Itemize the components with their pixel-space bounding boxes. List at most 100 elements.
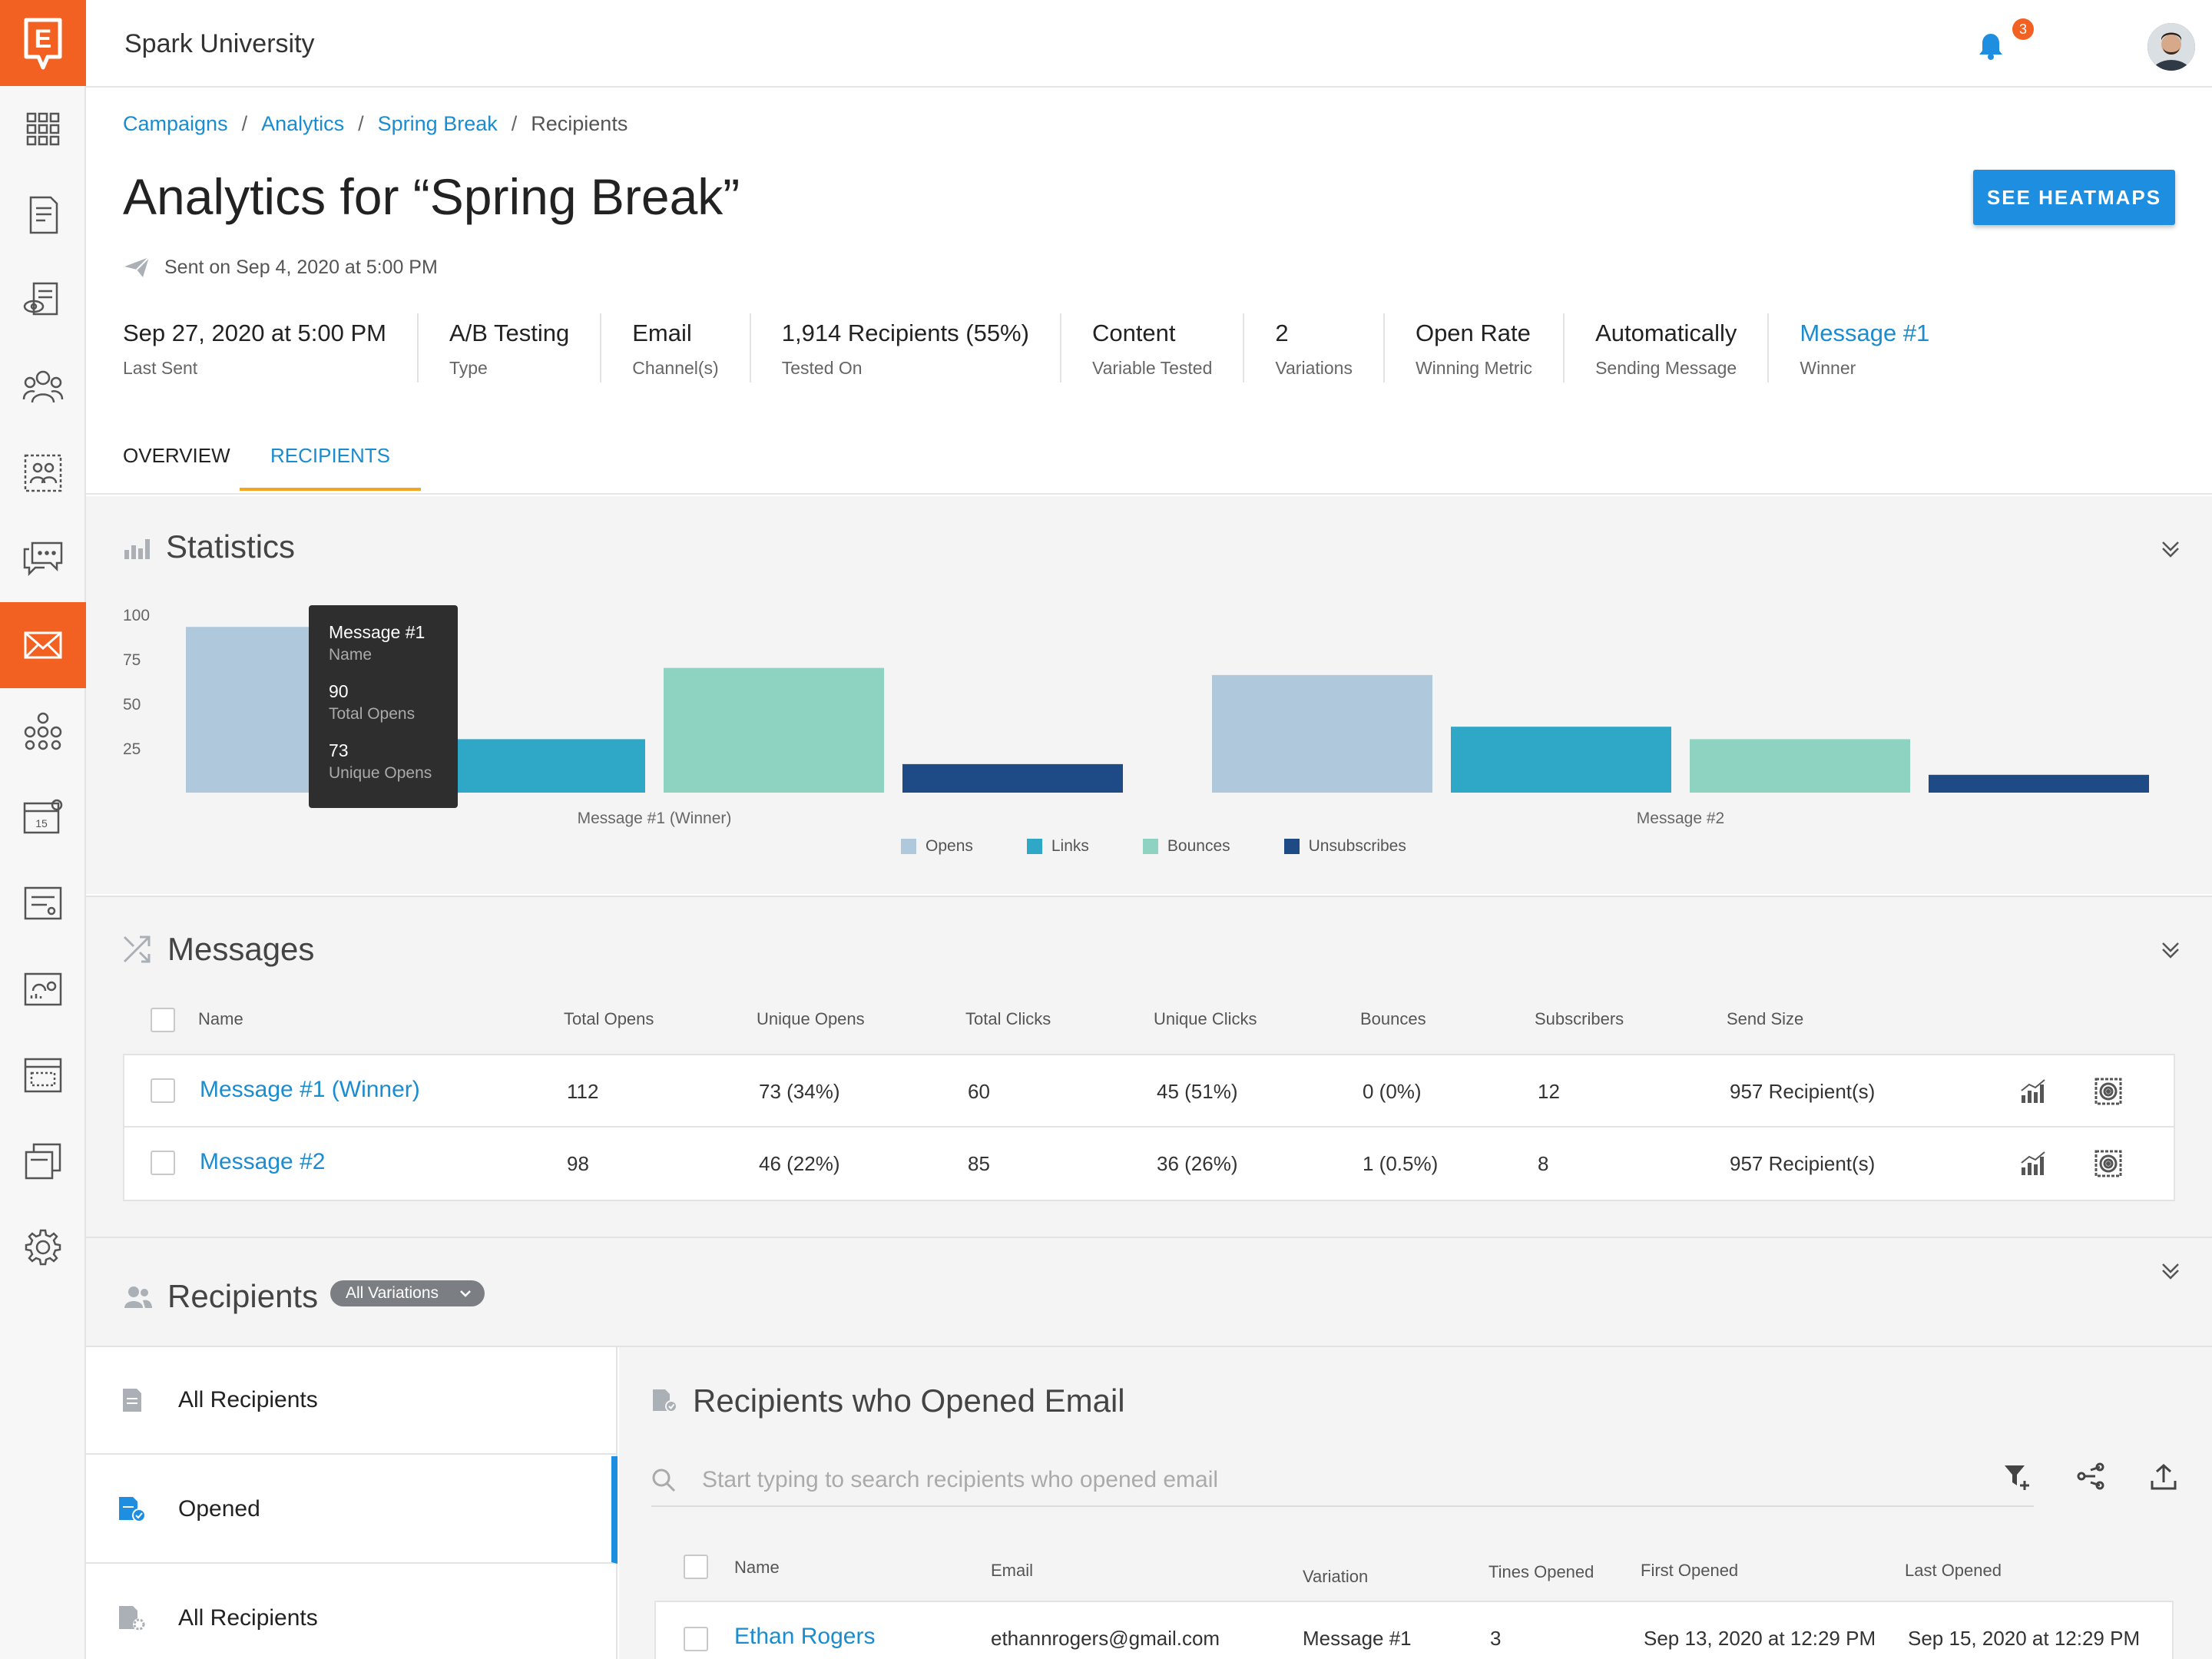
meta-channels: Email Channel(s): [632, 313, 751, 382]
export-icon[interactable]: [2149, 1462, 2178, 1492]
col-email[interactable]: Email: [991, 1561, 1034, 1580]
messages-title: Messages: [167, 931, 315, 967]
sliders-icon: [24, 886, 62, 920]
filter-opened[interactable]: Opened: [86, 1456, 618, 1564]
paper-plane-icon: [124, 257, 150, 277]
logo-icon: E: [24, 18, 62, 70]
logo-letter: E: [35, 25, 52, 54]
nav-pages[interactable]: [0, 1032, 86, 1118]
top-bar: Spark University: [86, 0, 2212, 88]
filter-add-icon[interactable]: [2003, 1462, 2032, 1492]
message-name-link[interactable]: Message #1 (Winner): [200, 1077, 420, 1102]
col-times-opened[interactable]: Tines Opened: [1488, 1562, 1594, 1581]
heatmap-icon[interactable]: [2094, 1077, 2123, 1106]
nav-templates[interactable]: [0, 1118, 86, 1204]
meta-variations: 2 Variations: [1275, 313, 1385, 382]
select-all-recipients-checkbox[interactable]: [684, 1555, 708, 1579]
see-heatmaps-button[interactable]: SEE HEATMAPS: [1973, 170, 2175, 225]
nav-calendar[interactable]: 15: [0, 774, 86, 860]
variation-filter-dropdown[interactable]: All Variations: [330, 1280, 485, 1306]
legend-unsubscribes[interactable]: Unsubscribes: [1283, 837, 1406, 856]
bounces: 0 (0%): [1363, 1080, 1422, 1103]
select-all-checkbox[interactable]: [151, 1008, 175, 1032]
nav-reports[interactable]: [0, 946, 86, 1032]
col-recipient-name[interactable]: Name: [734, 1558, 780, 1577]
recipient-times-opened: 3: [1490, 1627, 1502, 1650]
col-subscribers[interactable]: Subscribers: [1535, 1009, 1624, 1028]
breadcrumb-analytics[interactable]: Analytics: [261, 112, 345, 135]
meta-winner-link[interactable]: Message #1: [1800, 320, 1930, 346]
user-avatar[interactable]: [2147, 23, 2195, 71]
legend-links[interactable]: Links: [1026, 837, 1089, 856]
col-total-opens[interactable]: Total Opens: [564, 1009, 654, 1028]
send-size: 957 Recipient(s): [1730, 1152, 1876, 1175]
tab-recipients[interactable]: RECIPIENTS: [240, 444, 421, 491]
chevron-down-icon[interactable]: [2160, 939, 2181, 960]
chevron-down-icon: [460, 1290, 471, 1297]
nav-segments[interactable]: [0, 430, 86, 516]
heatmap-icon[interactable]: [2094, 1149, 2123, 1178]
filter-all-recipients-2[interactable]: All Recipients: [86, 1565, 618, 1659]
col-unique-opens[interactable]: Unique Opens: [757, 1009, 865, 1028]
nav-messages[interactable]: [0, 516, 86, 602]
recipients-panel-title: Recipients who Opened Email: [693, 1382, 1125, 1419]
row-checkbox[interactable]: [151, 1078, 175, 1103]
nav-dashboard[interactable]: [0, 86, 86, 172]
analytics-icon[interactable]: [2020, 1149, 2048, 1177]
filter-label: All Recipients: [178, 1605, 318, 1631]
notifications-button[interactable]: [1978, 32, 2004, 64]
col-send-size[interactable]: Send Size: [1727, 1009, 1804, 1028]
nav-forms[interactable]: [0, 172, 86, 258]
chevron-down-icon[interactable]: [2160, 538, 2181, 559]
nav-email[interactable]: [0, 602, 86, 688]
share-icon[interactable]: [2075, 1462, 2106, 1490]
col-total-clicks[interactable]: Total Clicks: [965, 1009, 1051, 1028]
statistics-header: Statistics: [123, 528, 295, 565]
legend-label: Unsubscribes: [1308, 837, 1406, 855]
col-last-opened[interactable]: Last Opened: [1905, 1561, 2002, 1580]
breadcrumb-campaigns[interactable]: Campaigns: [123, 112, 228, 135]
campaign-meta: Sep 27, 2020 at 5:00 PM Last Sent A/B Tes…: [123, 313, 1991, 382]
document-icon: [123, 1389, 141, 1412]
col-variation[interactable]: Variation: [1303, 1567, 1369, 1586]
tooltip-title-label: Name: [329, 646, 373, 664]
legend-opens[interactable]: Opens: [901, 837, 973, 856]
chat-icon: [23, 541, 63, 577]
document-gear-icon: [119, 1606, 145, 1631]
nav-settings[interactable]: [0, 1204, 86, 1290]
nav-contacts[interactable]: [0, 344, 86, 430]
filter-all-recipients[interactable]: All Recipients: [86, 1347, 618, 1455]
meta-value: A/B Testing: [449, 320, 570, 346]
document-check-icon: [653, 1389, 677, 1412]
breadcrumb-spring-break[interactable]: Spring Break: [377, 112, 498, 135]
col-bounces[interactable]: Bounces: [1360, 1009, 1426, 1028]
filter-label: All Recipients: [178, 1387, 318, 1412]
recipient-name-link[interactable]: Ethan Rogers: [734, 1624, 876, 1649]
meta-tested-on: 1,914 Recipients (55%) Tested On: [782, 313, 1061, 382]
group-select-icon: [24, 454, 62, 492]
recipients-panel: Recipients who Opened Email Name Email V…: [619, 1347, 2212, 1659]
message-name-link[interactable]: Message #2: [200, 1149, 326, 1174]
total-clicks: 85: [968, 1152, 990, 1175]
chevron-down-icon[interactable]: [2160, 1260, 2181, 1281]
nav-settings-panel[interactable]: [0, 860, 86, 946]
tab-overview[interactable]: OVERVIEW: [123, 444, 230, 467]
avatar-image: [2147, 23, 2195, 71]
col-name[interactable]: Name: [198, 1009, 243, 1028]
people-icon: [22, 370, 64, 403]
search-input[interactable]: [702, 1467, 1931, 1493]
breadcrumb-separator: /: [358, 112, 364, 135]
nav-views[interactable]: [0, 258, 86, 344]
breadcrumb-separator: /: [511, 112, 518, 135]
total-opens: 112: [567, 1080, 599, 1103]
recipients-header: Recipients: [123, 1278, 318, 1315]
chart-tooltip: Message #1 Name 90 Total Opens 73 Unique…: [309, 605, 458, 808]
nav-workflows[interactable]: [0, 688, 86, 774]
col-unique-clicks[interactable]: Unique Clicks: [1154, 1009, 1257, 1028]
col-first-opened[interactable]: First Opened: [1641, 1561, 1739, 1580]
row-checkbox[interactable]: [151, 1151, 175, 1175]
row-checkbox[interactable]: [684, 1627, 708, 1651]
app-logo[interactable]: E: [0, 0, 86, 86]
analytics-icon[interactable]: [2020, 1077, 2048, 1104]
legend-bounces[interactable]: Bounces: [1142, 837, 1230, 856]
